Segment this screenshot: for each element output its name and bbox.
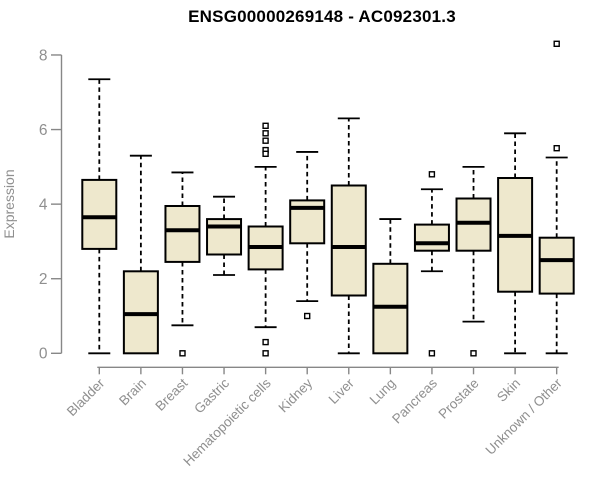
boxplot-gastric: [206, 195, 243, 276]
x-tick-label-lung: Lung: [367, 376, 399, 408]
x-tick-label-liver: Liver: [326, 375, 358, 407]
boxplot-liver: [330, 117, 367, 355]
outlier-point: [262, 350, 269, 357]
outlier-point: [262, 130, 269, 137]
x-tick-label-pancreas: Pancreas: [389, 375, 440, 426]
box-unknown-other: [538, 236, 575, 295]
boxplot-kidney: [289, 151, 326, 320]
outlier-point: [262, 150, 269, 158]
outlier-point: [304, 312, 311, 320]
boxplot-pancreas: [413, 171, 450, 357]
boxplot-skin: [497, 132, 534, 355]
box-bladder: [81, 178, 118, 250]
x-tick-label-brain: Brain: [116, 376, 149, 409]
outlier-point: [553, 40, 560, 47]
outlier-point: [179, 350, 186, 357]
y-tick-label: 0: [39, 346, 48, 363]
outlier-point: [553, 144, 560, 152]
outlier-point: [428, 171, 436, 178]
outlier-point: [262, 137, 269, 144]
boxplot-lung: [372, 218, 409, 355]
boxplot-bladder: [81, 78, 118, 355]
boxplot-brain: [122, 154, 159, 355]
y-axis-label: Expression: [1, 169, 17, 238]
box-liver: [330, 184, 367, 297]
x-tick-label-breast: Breast: [152, 375, 190, 413]
box-breast: [164, 205, 201, 263]
boxplot-prostate: [455, 165, 492, 357]
y-tick-label: 4: [39, 196, 48, 213]
boxplot-unknown-other: [538, 40, 575, 355]
outlier-point: [262, 338, 269, 346]
y-tick-label: 2: [39, 271, 48, 288]
outlier-point: [470, 350, 477, 357]
x-tick-label-kidney: Kidney: [276, 375, 316, 415]
y-tick-label: 6: [39, 122, 48, 139]
outlier-point: [262, 122, 269, 130]
x-tick-label-unknown-other: Unknown / Other: [483, 375, 566, 458]
outlier-point: [428, 350, 436, 357]
x-tick-label-prostate: Prostate: [435, 376, 481, 422]
x-tick-label-gastric: Gastric: [191, 375, 232, 416]
y-tick-label: 8: [39, 47, 48, 64]
boxplot-breast: [164, 171, 201, 357]
box-gastric: [206, 218, 243, 256]
x-tick-label-bladder: Bladder: [64, 375, 108, 419]
x-tick-label-skin: Skin: [494, 376, 523, 405]
boxplot-hematopoietic-cells: [247, 122, 284, 357]
box-pancreas: [413, 223, 450, 252]
chart-title: ENSG00000269148 - AC092301.3: [188, 7, 456, 26]
